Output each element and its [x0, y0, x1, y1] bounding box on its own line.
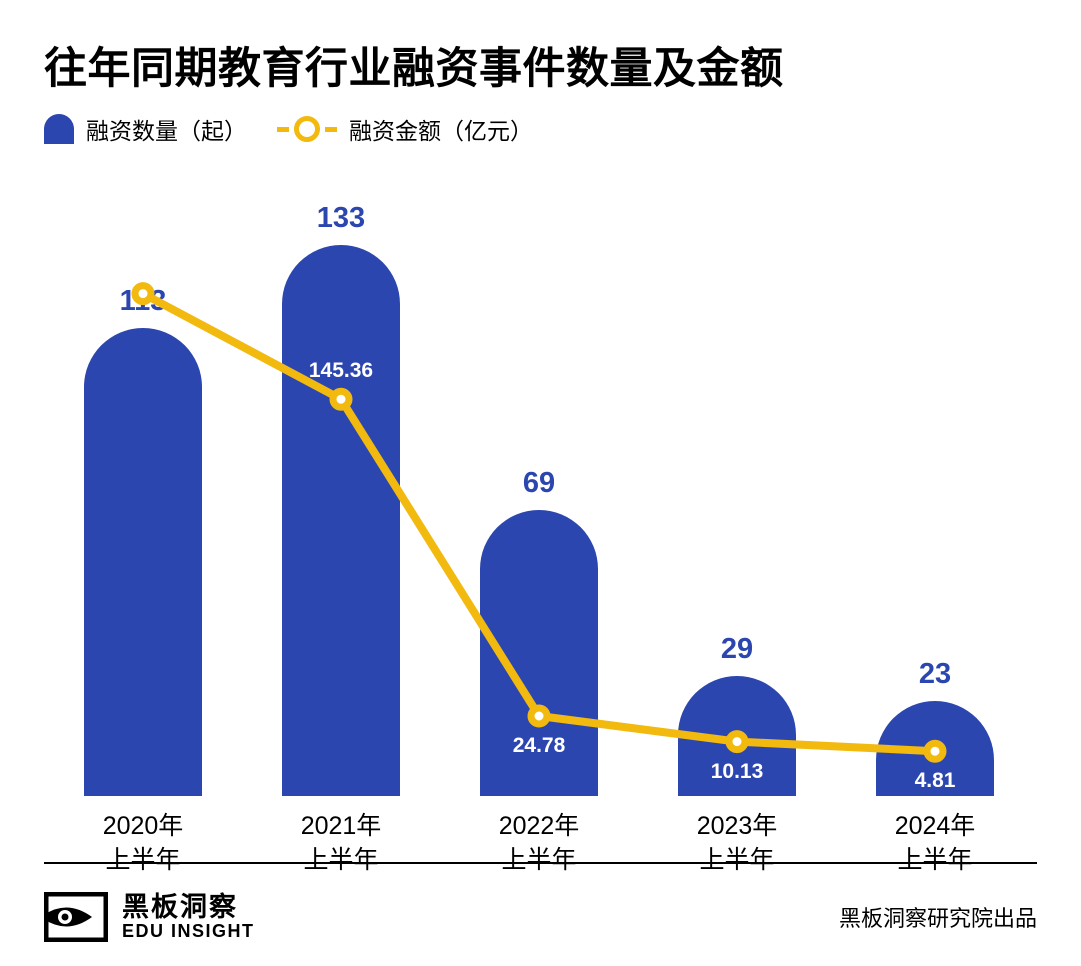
bar [282, 245, 400, 796]
bar-slot: 69 [440, 156, 638, 796]
brand-logo: 黑板洞察 EDU INSIGHT [44, 892, 255, 942]
bar-value-label: 133 [317, 202, 365, 235]
line-value-label: 4.81 [915, 769, 956, 793]
chart-plot: 113 133 69 29 23 176.58 145.36 24.78 10.13 4.81 [44, 156, 1034, 796]
legend-line-label: 融资金额（亿元） [349, 112, 533, 146]
bar-slot: 133 [242, 156, 440, 796]
x-axis: 2020年上半年2021年上半年2022年上半年2023年上半年2024年上半年 [44, 810, 1034, 878]
legend-item-line: 融资金额（亿元） [277, 112, 533, 146]
x-axis-label: 2024年上半年 [836, 810, 1034, 878]
x-axis-label: 2020年上半年 [44, 810, 242, 878]
x-axis-label: 2021年上半年 [242, 810, 440, 878]
bar [84, 328, 202, 796]
x-axis-label: 2023年上半年 [638, 810, 836, 878]
bar-slot: 113 [44, 156, 242, 796]
legend: 融资数量（起） 融资金额（亿元） [44, 112, 1037, 146]
line-value-label: 176.58 [111, 254, 175, 278]
logo-text-cn: 黑板洞察 [122, 893, 255, 921]
legend-bar-icon [44, 114, 74, 144]
x-axis-label: 2022年上半年 [440, 810, 638, 878]
legend-bar-label: 融资数量（起） [86, 112, 247, 146]
line-value-label: 24.78 [513, 734, 566, 758]
line-value-label: 10.13 [711, 760, 764, 784]
bar-value-label: 69 [523, 467, 555, 500]
bar-value-label: 113 [120, 285, 167, 318]
credit-text: 黑板洞察研究院出品 [839, 901, 1037, 933]
bar-slot: 23 [836, 156, 1034, 796]
legend-item-bars: 融资数量（起） [44, 112, 247, 146]
logo-text-en: EDU INSIGHT [122, 922, 255, 941]
footer-divider [44, 862, 1037, 864]
bar-value-label: 29 [721, 633, 753, 666]
bar-value-label: 23 [919, 658, 951, 691]
eye-logo-icon [44, 892, 108, 942]
chart-title: 往年同期教育行业融资事件数量及金额 [44, 34, 1037, 96]
legend-line-icon [277, 117, 337, 141]
line-value-label: 145.36 [309, 359, 373, 383]
bar-slot: 29 [638, 156, 836, 796]
